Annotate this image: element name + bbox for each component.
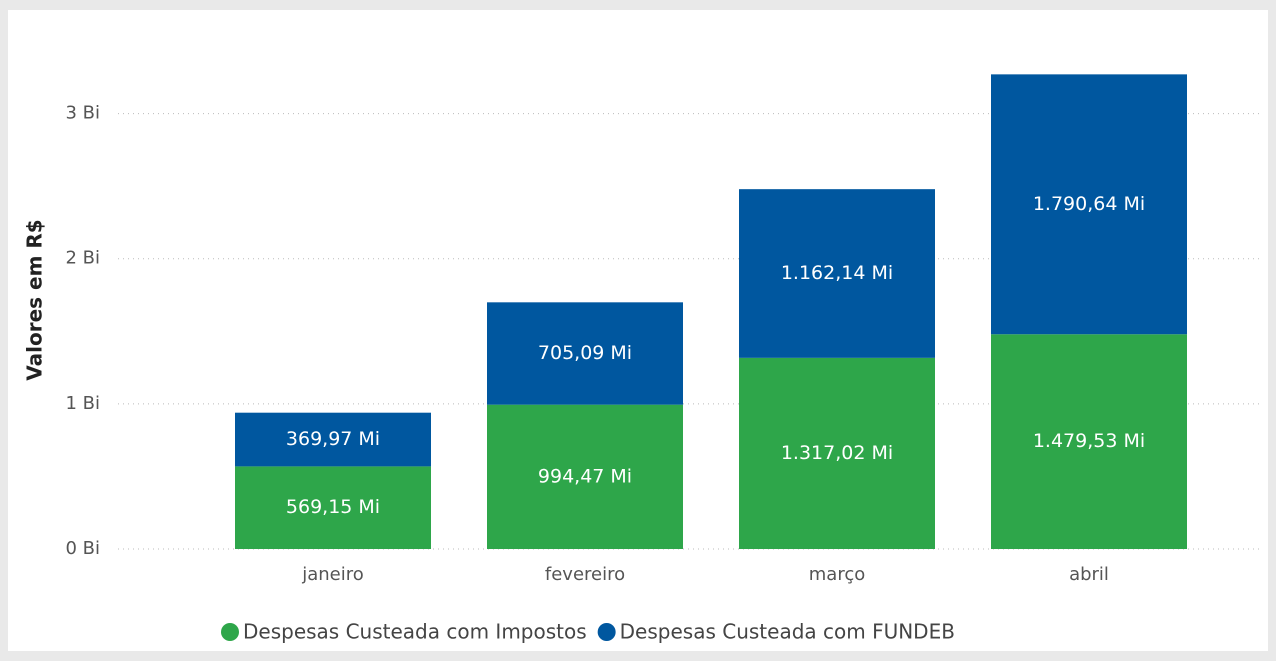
bar-segment (487, 302, 683, 405)
value-label: 569,15 Mi (286, 496, 380, 518)
bar-segment (991, 74, 1187, 335)
bar-segment (235, 466, 431, 549)
x-tick-label: março (809, 564, 865, 585)
x-tick-label: fevereiro (545, 564, 625, 585)
x-tick-label: janeiro (301, 564, 364, 585)
y-tick-label: 3 Bi (65, 103, 100, 124)
value-label: 1.790,64 Mi (1033, 193, 1145, 215)
bar-segment (991, 334, 1187, 549)
legend-swatch (597, 623, 616, 641)
y-tick-label: 0 Bi (65, 538, 100, 559)
value-label: 705,09 Mi (538, 342, 632, 364)
legend-swatch (221, 623, 239, 641)
value-label: 994,47 Mi (538, 465, 632, 487)
y-axis-title: Valores em R$ (23, 219, 47, 380)
y-tick-label: 1 Bi (65, 393, 100, 414)
y-tick-label: 2 Bi (65, 248, 100, 269)
value-label: 1.162,14 Mi (781, 262, 893, 284)
bar-segment (739, 357, 935, 549)
x-tick-label: abril (1069, 564, 1109, 585)
bar-segment (739, 189, 935, 358)
bar-segment (487, 404, 683, 549)
legend-label: Despesas Custeada com Impostos (243, 620, 587, 644)
value-label: 1.479,53 Mi (1033, 430, 1145, 452)
value-label: 1.317,02 Mi (781, 442, 893, 464)
value-label: 369,97 Mi (286, 428, 380, 450)
bar-segment (235, 412, 431, 467)
legend-label: Despesas Custeada com FUNDEB (620, 620, 955, 644)
